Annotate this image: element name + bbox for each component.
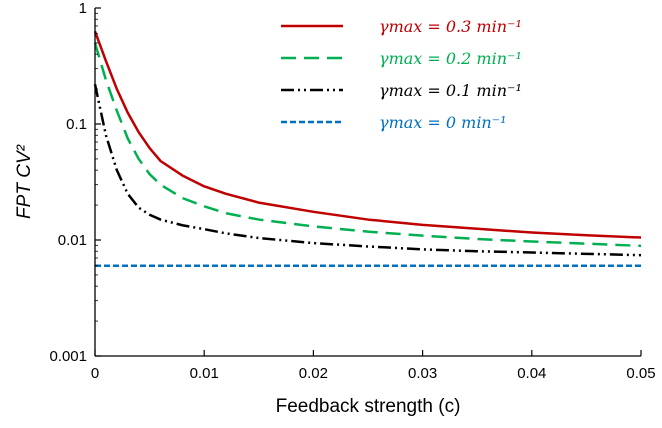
legend: γmax = 0.3 min⁻¹ γmax = 0.2 min⁻¹ γmax = 0… [281,17,522,132]
x-tick-label-5: 0.05 [626,365,655,382]
series-layer [93,30,642,267]
x-tick-label-3: 0.03 [408,365,437,382]
legend-label-2: γmax = 0.1 min⁻¹ [379,81,522,100]
x-tick-label-4: 0.04 [517,365,546,382]
y-tick-label-1: 0.01 [58,232,87,249]
legend-label-1: γmax = 0.2 min⁻¹ [379,49,522,68]
ticks-layer: 0 0.01 0.02 0.03 0.04 0.05 0.001 0.01 0.1 1 [49,0,655,382]
x-tick-label-2: 0.02 [299,365,328,382]
legend-label-3: γmax = 0 min⁻¹ [379,113,507,132]
x-axis-title: Feedback strength (c) [276,396,461,417]
y-tick-label-3: 1 [79,0,87,17]
x-tick-label-1: 0.01 [190,365,219,382]
y-tick-label-2: 0.1 [66,116,87,133]
series-line-2 [93,84,642,257]
x-tick-label-0: 0 [91,365,99,382]
series-line-1 [93,42,642,248]
legend-label-0: γmax = 0.3 min⁻¹ [379,17,522,36]
axes-layer [94,8,641,357]
series-line-0 [93,30,642,239]
y-tick-label-0: 0.001 [49,348,87,365]
y-axis-title: FPT CV² [14,144,35,219]
